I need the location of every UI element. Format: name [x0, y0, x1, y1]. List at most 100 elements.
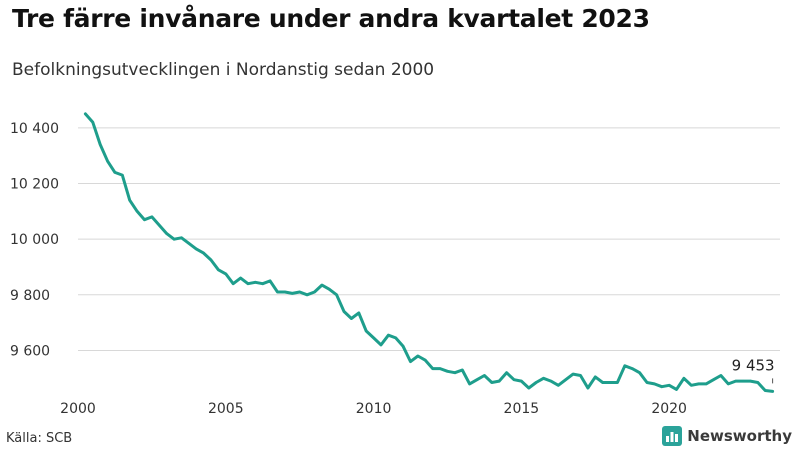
x-tick-label: 2000 — [60, 401, 96, 417]
data-point — [424, 359, 427, 362]
data-point — [586, 386, 590, 390]
data-point — [579, 374, 582, 377]
data-point — [121, 173, 124, 177]
data-point — [106, 160, 109, 163]
data-point — [660, 385, 663, 388]
data-point — [372, 336, 375, 340]
data-point — [557, 384, 560, 387]
data-point — [305, 293, 309, 297]
data-point — [291, 292, 294, 295]
data-point — [741, 379, 745, 383]
data-point — [475, 378, 479, 381]
data-point — [505, 371, 508, 374]
data-point — [128, 198, 131, 202]
data-point — [616, 381, 619, 384]
data-point — [564, 378, 567, 381]
annotation-layer: 9 453 — [732, 356, 775, 384]
series-layer — [83, 112, 775, 393]
data-point — [438, 367, 442, 370]
data-point — [446, 370, 449, 373]
source-label: Källa: SCB — [6, 431, 73, 446]
x-tick-label: 2005 — [208, 401, 244, 417]
data-point — [320, 283, 324, 287]
data-point — [594, 375, 597, 379]
data-point — [84, 112, 87, 116]
data-point — [645, 381, 649, 384]
data-point — [172, 237, 176, 241]
data-point — [113, 171, 117, 174]
data-point — [653, 382, 656, 386]
line-chart: 9 600 9 800 10 000 10 200 10 400 2000 2005 201… — [10, 112, 780, 417]
data-point — [91, 121, 94, 124]
data-point — [520, 379, 523, 383]
data-point — [350, 317, 353, 320]
data-point — [682, 377, 686, 380]
data-point — [342, 310, 346, 313]
brand-name: Newsworthy — [687, 427, 792, 445]
brand-logo-group: Newsworthy — [662, 426, 792, 446]
data-point — [268, 279, 272, 283]
data-point — [638, 371, 641, 374]
data-point — [534, 381, 538, 384]
y-tick-label: 10 400 — [10, 121, 59, 137]
data-point — [143, 218, 146, 221]
data-point — [675, 388, 678, 391]
chart-title: Tre färre invånare under andra kvartalet… — [12, 4, 650, 33]
data-point — [165, 232, 168, 235]
data-point — [328, 288, 331, 291]
data-point — [254, 281, 257, 284]
data-point — [195, 247, 198, 251]
data-point — [231, 282, 235, 285]
end-value-label: 9 453 — [732, 356, 775, 374]
data-point — [512, 378, 516, 381]
data-point — [158, 224, 161, 227]
x-tick-label: 2015 — [504, 401, 540, 417]
data-point — [749, 379, 752, 383]
data-point — [394, 336, 397, 340]
data-point — [401, 345, 405, 348]
data-point — [631, 367, 634, 370]
data-point — [571, 372, 575, 376]
data-point — [335, 293, 338, 297]
data-point — [764, 389, 767, 392]
data-point — [704, 382, 708, 386]
y-tick-label: 10 200 — [10, 176, 59, 192]
chart-subtitle: Befolkningsutvecklingen i Nordanstig sed… — [12, 60, 435, 80]
data-point — [542, 377, 545, 380]
data-point — [697, 382, 700, 386]
data-point — [98, 143, 102, 146]
data-point — [727, 382, 730, 386]
y-tick-label: 10 000 — [10, 232, 59, 248]
data-point — [298, 290, 301, 294]
data-point — [261, 282, 264, 285]
data-point — [712, 378, 715, 381]
data-point — [549, 379, 553, 383]
gridlines — [78, 127, 780, 351]
y-axis-tick-labels: 9 600 9 800 10 000 10 200 10 400 — [10, 121, 59, 360]
data-point — [608, 381, 612, 384]
data-point — [357, 311, 360, 315]
data-point — [313, 290, 316, 294]
data-point — [379, 343, 383, 347]
data-point — [217, 268, 220, 271]
data-point — [187, 242, 191, 245]
data-point — [276, 290, 279, 294]
data-point — [150, 215, 154, 219]
y-tick-label: 9 600 — [10, 343, 50, 359]
data-point — [527, 386, 530, 390]
data-point — [734, 379, 737, 383]
bar-chart-icon — [662, 426, 683, 446]
data-point — [239, 276, 242, 280]
data-point — [623, 364, 627, 367]
data-point — [461, 368, 464, 372]
data-point — [364, 329, 368, 333]
data-point — [224, 272, 227, 276]
data-point — [387, 333, 390, 337]
data-point — [690, 384, 693, 387]
data-point — [468, 382, 471, 386]
data-point — [209, 258, 213, 262]
data-point — [202, 251, 205, 255]
data-point — [719, 374, 723, 377]
population-series-line — [83, 112, 775, 393]
y-tick-label: 9 800 — [10, 288, 50, 304]
